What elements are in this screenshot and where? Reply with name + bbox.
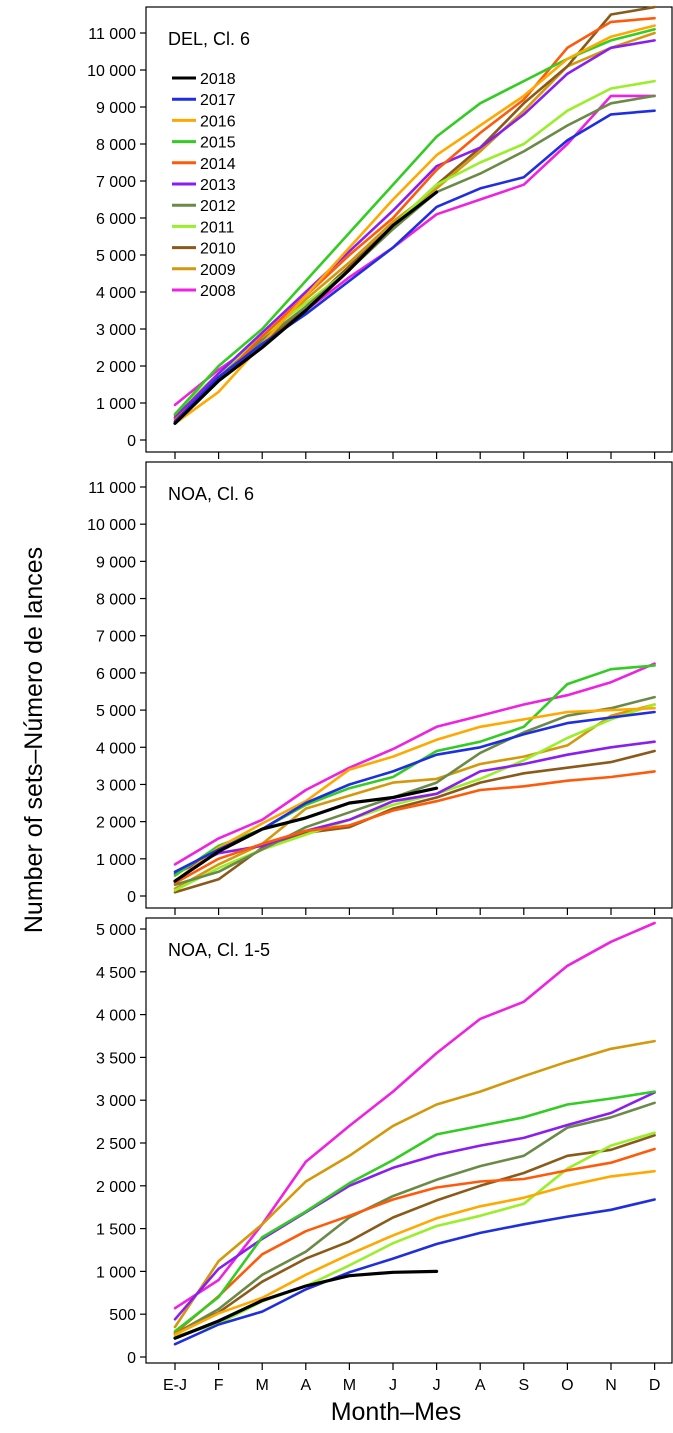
y-tick-label: 0 — [127, 433, 136, 450]
chart-panel-1: 0 1 000 2 000 3 000 4 000 5 000 6 000 7 000 8 00… — [87, 5, 673, 459]
series-line-2010 — [173, 1134, 656, 1335]
y-tick-label: 3 000 — [96, 1093, 136, 1110]
legend-label: 2009 — [200, 262, 236, 279]
series-line-2015 — [173, 1090, 656, 1333]
y-tick-label: 0 — [127, 889, 136, 906]
x-tick-label: E-J — [163, 1377, 187, 1394]
series-line-2009 — [173, 1039, 656, 1329]
y-tick-label: 2 000 — [96, 359, 136, 376]
legend: 2018 2017 2016 2015 2014 2013 2012 2011 2010 2009… — [172, 71, 236, 300]
series-line-2012 — [173, 1101, 656, 1336]
y-tick-label: 5 000 — [96, 703, 136, 720]
series-line-2014 — [173, 770, 656, 885]
series-line-2018 — [173, 190, 439, 425]
legend-label: 2011 — [200, 219, 235, 236]
x-tick-label: D — [649, 1377, 661, 1394]
y-tick-label: 2 000 — [96, 1179, 136, 1196]
y-tick-label: 0 — [127, 1350, 136, 1367]
series-line-2016 — [173, 1169, 656, 1336]
series-line-2016 — [173, 24, 656, 425]
y-tick-label: 4 000 — [96, 285, 136, 302]
y-tick-label: 11 000 — [88, 480, 136, 497]
panel-title: NOA, Cl. 6 — [168, 484, 254, 504]
y-tick-label: 3 000 — [96, 322, 136, 339]
y-tick-label: 7 000 — [96, 174, 136, 191]
y-tick-label: 6 000 — [96, 666, 136, 683]
y-tick-label: 2 000 — [96, 815, 136, 832]
x-tick-label: A — [475, 1377, 486, 1394]
y-axis-title: Number of sets–Número de lances — [20, 547, 48, 933]
y-tick-label: 1 000 — [96, 1264, 136, 1281]
y-tick-label: 5 000 — [96, 248, 136, 265]
legend-label: 2017 — [200, 92, 236, 109]
x-tick-label: S — [518, 1377, 529, 1394]
y-tick-label: 8 000 — [96, 592, 136, 609]
y-tick-label: 1 000 — [96, 852, 136, 869]
legend-label: 2015 — [200, 135, 236, 152]
y-tick-label: 11 000 — [88, 26, 136, 43]
x-axis-title: Month–Mes — [331, 1398, 462, 1426]
y-tick-label: 10 000 — [87, 63, 136, 80]
y-tick-label: 3 000 — [96, 777, 136, 794]
y-tick-label: 4 000 — [96, 1008, 136, 1025]
series-line-2012 — [173, 94, 656, 418]
legend-label: 2008 — [200, 283, 236, 300]
legend-label: 2013 — [200, 177, 236, 194]
series-line-2014 — [173, 1147, 656, 1335]
y-tick-label: 7 000 — [96, 629, 136, 646]
y-tick-label: 8 000 — [96, 137, 136, 154]
y-tick-label: 1 000 — [96, 396, 136, 413]
series-line-2015 — [173, 664, 656, 877]
legend-label: 2018 — [200, 71, 236, 88]
plot-frame — [145, 917, 673, 1364]
plot-frame — [145, 6, 673, 453]
x-tick-label: M — [343, 1377, 356, 1394]
y-tick-label: 9 000 — [96, 554, 136, 571]
series-line-2012 — [173, 695, 656, 887]
series-line-2017 — [173, 1198, 656, 1346]
series-line-2017 — [173, 109, 656, 423]
legend-label: 2014 — [200, 156, 236, 173]
y-tick-label: 500 — [109, 1307, 136, 1324]
x-tick-label: F — [214, 1377, 224, 1394]
x-tick-label: O — [561, 1377, 573, 1394]
x-tick-label: J — [389, 1377, 397, 1394]
panel-title: DEL, Cl. 6 — [168, 29, 250, 49]
x-tick-label: N — [605, 1377, 617, 1394]
y-tick-label: 3 500 — [96, 1050, 136, 1067]
x-tick-label: A — [300, 1377, 311, 1394]
chart-panel-2: 0 1 000 2 000 3 000 4 000 5 000 6 000 7 000 8 00… — [87, 461, 673, 915]
series-line-2008 — [173, 921, 656, 1310]
series-line-2013 — [173, 1091, 656, 1321]
series-line-2008 — [173, 662, 656, 866]
plot-frame — [145, 461, 673, 909]
legend-label: 2016 — [200, 113, 236, 130]
x-tick-label: M — [256, 1377, 269, 1394]
series-line-2014 — [173, 16, 656, 421]
series-line-2013 — [173, 39, 656, 420]
series-line-2018 — [173, 1269, 439, 1340]
chart-panel-3: 0 500 1 000 1 500 2 000 2 500 3 000 3 500 4 000 4… — [96, 917, 673, 1394]
y-tick-label: 6 000 — [96, 211, 136, 228]
series-line-2018 — [173, 786, 439, 883]
x-tick-label: J — [433, 1377, 441, 1394]
legend-label: 2012 — [200, 198, 236, 215]
y-tick-label: 4 000 — [96, 740, 136, 757]
y-tick-label: 2 500 — [96, 1136, 136, 1153]
y-tick-label: 5 000 — [96, 922, 136, 939]
y-tick-label: 9 000 — [96, 100, 136, 117]
y-tick-label: 10 000 — [87, 517, 136, 534]
series-line-2013 — [173, 740, 656, 876]
panel-title: NOA, Cl. 1-5 — [168, 940, 270, 960]
series-line-2010 — [173, 749, 656, 894]
legend-label: 2010 — [200, 241, 236, 258]
series-line-2016 — [173, 706, 656, 883]
y-tick-label: 1 500 — [96, 1222, 136, 1239]
y-tick-label: 4 500 — [96, 965, 136, 982]
